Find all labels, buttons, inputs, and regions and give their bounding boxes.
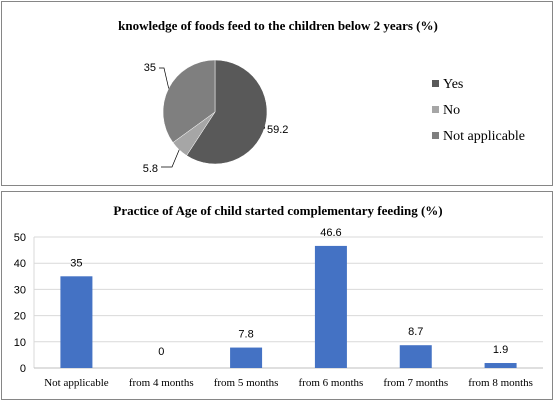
leader-line-yes <box>263 126 266 130</box>
y-tick-0: 0 <box>20 363 26 375</box>
x-label-not-applicable: Not applicable <box>44 377 109 389</box>
bar-not-applicable <box>60 276 93 368</box>
x-label-from-7-months: from 7 months <box>383 377 448 389</box>
y-tick-10: 10 <box>14 337 26 349</box>
x-label-from-5-months: from 5 months <box>214 377 279 389</box>
legend-swatch-yes <box>432 80 439 87</box>
y-tick-40: 40 <box>14 258 26 270</box>
y-axis-ticks: 0 10 20 30 40 50 <box>14 232 26 375</box>
y-tick-30: 30 <box>14 284 26 296</box>
pie-label-no: 5.8 <box>143 163 158 175</box>
bar-value-not-applicable: 35 <box>70 257 82 269</box>
bar-value-labels: 35 0 7.8 46.6 8.7 1.9 <box>70 227 508 358</box>
pie-data-labels: 59.2 5.8 35 <box>143 62 289 175</box>
legend-swatch-not-applicable <box>432 132 439 139</box>
pie-slices <box>162 59 268 165</box>
bar-from-7-months <box>399 345 432 368</box>
bar-from-6-months <box>314 245 347 368</box>
legend-label-no: No <box>443 103 460 118</box>
y-tick-20: 20 <box>14 311 26 323</box>
bar-value-from-7-months: 8.7 <box>408 326 423 338</box>
x-axis-labels: Not applicable from 4 months from 5 months… <box>44 377 533 389</box>
bar-from-8-months <box>484 363 517 368</box>
bar-value-from-4-months: 0 <box>158 346 164 358</box>
bar-chart-panel: Practice of Age of child started complem… <box>1 191 553 400</box>
pie-chart: knowledge of foods feed to the children … <box>118 18 525 175</box>
leader-line-not-applicable <box>159 67 170 89</box>
pie-leader-lines <box>159 67 266 168</box>
x-label-from-8-months: from 8 months <box>468 377 533 389</box>
gridlines <box>33 236 543 369</box>
bars <box>60 245 517 368</box>
pie-label-yes: 59.2 <box>267 124 288 136</box>
bar-value-from-8-months: 1.9 <box>493 344 508 356</box>
legend-label-yes: Yes <box>443 77 463 92</box>
pie-legend: Yes No Not applicable <box>432 77 525 144</box>
bar-value-from-6-months: 46.6 <box>320 227 341 239</box>
x-label-from-6-months: from 6 months <box>299 377 364 389</box>
pie-chart-panel: knowledge of foods feed to the children … <box>1 1 553 186</box>
x-label-from-4-months: from 4 months <box>129 377 194 389</box>
leader-line-no <box>161 149 180 168</box>
bar-from-5-months <box>230 347 263 368</box>
bar-chart: Practice of Age of child started complem… <box>14 203 543 389</box>
bar-chart-title: Practice of Age of child started complem… <box>113 203 442 218</box>
legend-swatch-no <box>432 106 439 113</box>
pie-label-not-applicable: 35 <box>144 62 156 74</box>
y-tick-50: 50 <box>14 232 26 244</box>
pie-chart-title: knowledge of foods feed to the children … <box>118 18 438 33</box>
legend-label-not-applicable: Not applicable <box>443 129 525 144</box>
bar-value-from-5-months: 7.8 <box>238 329 253 341</box>
